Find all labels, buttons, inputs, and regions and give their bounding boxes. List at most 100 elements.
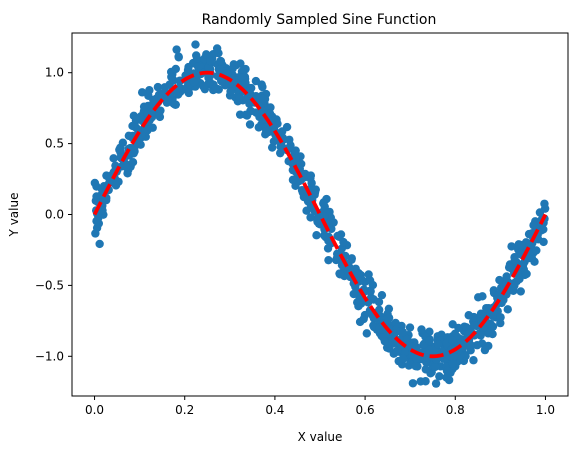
scatter-point bbox=[199, 82, 208, 91]
scatter-point bbox=[524, 253, 533, 263]
scatter-point bbox=[92, 216, 101, 226]
scatter-point bbox=[494, 290, 503, 300]
scatter-point bbox=[495, 275, 504, 285]
scatter-point bbox=[532, 246, 541, 255]
x-tick-label: 0.8 bbox=[446, 403, 465, 417]
scatter-point bbox=[469, 356, 478, 365]
scatter-point bbox=[118, 138, 128, 147]
scatter-point bbox=[430, 362, 440, 372]
scatter-point bbox=[189, 78, 199, 87]
scatter-point bbox=[115, 145, 124, 154]
y-tick-label: 1.0 bbox=[45, 66, 64, 80]
scatter-point bbox=[517, 240, 526, 250]
scatter-point bbox=[91, 229, 100, 238]
scatter-point bbox=[307, 178, 316, 188]
scatter-point bbox=[522, 269, 531, 279]
scatter-point bbox=[245, 120, 255, 129]
plot-area bbox=[90, 40, 550, 388]
scatter-point bbox=[210, 83, 220, 93]
scatter-point bbox=[241, 78, 250, 88]
scatter-point bbox=[231, 76, 240, 85]
scatter-point bbox=[466, 341, 476, 350]
scatter-point bbox=[216, 76, 226, 85]
scatter-point bbox=[285, 135, 294, 144]
scatter-point bbox=[469, 321, 479, 330]
scatter-point bbox=[288, 175, 298, 185]
scatter-point bbox=[421, 365, 430, 374]
scatter-point bbox=[192, 54, 202, 63]
scatter-point bbox=[276, 148, 285, 158]
x-axis-label: X value bbox=[298, 430, 343, 444]
scatter-point bbox=[535, 208, 545, 217]
scatter-point bbox=[323, 244, 333, 253]
scatter-point bbox=[478, 292, 487, 301]
scatter-point bbox=[251, 76, 261, 86]
scatter-point bbox=[359, 314, 368, 324]
scatter-point bbox=[225, 79, 234, 89]
y-tick-label: −0.5 bbox=[35, 278, 64, 292]
scatter-point bbox=[145, 86, 154, 95]
scatter-point bbox=[216, 65, 225, 74]
scatter-point bbox=[503, 305, 512, 314]
scatter-point bbox=[277, 127, 287, 136]
scatter-point bbox=[335, 270, 345, 279]
scatter-point bbox=[421, 377, 430, 386]
x-axis: 0.0 0.2 0.4 0.6 0.8 1.0 bbox=[85, 396, 555, 417]
x-tick-label: 0.6 bbox=[356, 403, 375, 417]
scatter-point bbox=[90, 178, 100, 188]
scatter-point bbox=[412, 354, 421, 364]
scatter-point bbox=[540, 199, 549, 208]
scatter-point bbox=[111, 181, 121, 190]
scatter-point bbox=[149, 95, 158, 105]
scatter-point bbox=[510, 281, 519, 290]
scatter-point bbox=[302, 206, 311, 215]
scatter-point bbox=[148, 123, 157, 132]
scatter-point bbox=[435, 372, 444, 381]
scatter-point bbox=[405, 323, 415, 332]
scatter-point bbox=[476, 331, 485, 340]
scatter-point bbox=[539, 237, 548, 247]
chart-title: Randomly Sampled Sine Function bbox=[202, 12, 437, 28]
scatter-point bbox=[337, 244, 346, 253]
scatter-point bbox=[276, 142, 285, 152]
scatter-point bbox=[306, 213, 315, 222]
scatter-point bbox=[320, 211, 329, 221]
scatter-point bbox=[398, 354, 408, 363]
scatter-point bbox=[214, 48, 223, 58]
scatter-point bbox=[163, 95, 172, 105]
scatter-point bbox=[202, 50, 211, 59]
scatter-point bbox=[355, 296, 364, 305]
scatter-point bbox=[507, 242, 516, 251]
scatter-point bbox=[477, 339, 487, 348]
scatter-point bbox=[454, 323, 463, 333]
scatter-point bbox=[496, 313, 505, 322]
y-tick-label: 0.0 bbox=[45, 208, 64, 222]
scatter-point bbox=[377, 290, 387, 300]
scatter-point bbox=[184, 88, 193, 98]
scatter-point bbox=[347, 255, 356, 265]
scatter-point bbox=[109, 154, 118, 163]
scatter-point bbox=[254, 109, 263, 118]
scatter-point bbox=[339, 237, 348, 247]
scatter-point bbox=[324, 255, 333, 265]
scatter-point bbox=[191, 40, 200, 49]
scatter-point bbox=[368, 280, 378, 290]
sine-curve-line bbox=[92, 70, 548, 359]
scatter-point bbox=[160, 83, 169, 92]
scatter-point bbox=[484, 329, 493, 338]
scatter-point bbox=[464, 311, 473, 320]
scatter-point bbox=[433, 340, 443, 349]
scatter-point bbox=[258, 82, 267, 92]
x-tick-label: 0.0 bbox=[85, 403, 104, 417]
scatter-point bbox=[374, 297, 384, 307]
scatter-point bbox=[354, 269, 363, 278]
scatter-point bbox=[515, 274, 524, 284]
scatter-point bbox=[476, 309, 486, 318]
scatter-point bbox=[411, 361, 420, 371]
scatter-point bbox=[95, 239, 104, 249]
y-axis: −1.0 −0.5 0.0 0.5 1.0 bbox=[35, 66, 72, 363]
y-tick-label: 0.5 bbox=[45, 137, 64, 151]
x-tick-label: 0.2 bbox=[175, 403, 194, 417]
scatter-point bbox=[504, 263, 514, 272]
